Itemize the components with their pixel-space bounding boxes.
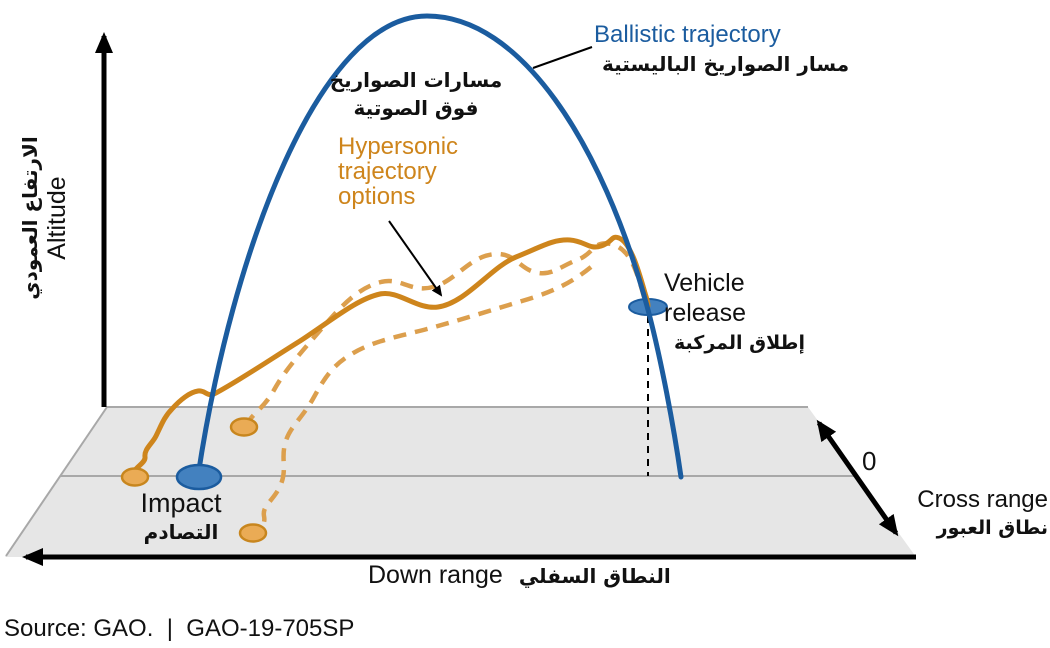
cross-range-axis-label: Cross range نطاق العبور xyxy=(886,486,1048,539)
cross-range-zero-tick: 0 xyxy=(862,446,877,476)
impact-label: Impact التصادم xyxy=(140,488,221,544)
hypersonic-english-line-1: Hypersonic xyxy=(338,133,459,160)
altitude-label-english: Altitude xyxy=(43,176,71,260)
ballistic-label-arabic: مسار الصواريخ الباليستية xyxy=(602,52,850,76)
hypersonic-label-arabic: مسارات الصواريخ فوق الصوتية xyxy=(328,66,504,122)
vehicle-release-label: Vehicle release إطلاق المركبة xyxy=(664,268,805,354)
ballistic-trajectory-arc xyxy=(195,13,684,480)
ballistic-label-english: Ballistic trajectory xyxy=(594,21,781,48)
ballistic-impact-marker xyxy=(175,463,223,491)
hypersonic-trajectory-label: Hypersonic trajectory options xyxy=(338,134,458,209)
vehicle-release-english-line-1: Vehicle xyxy=(664,269,745,297)
hypersonic-label-leader-arrow xyxy=(388,220,443,297)
hypersonic-impact-marker-upper xyxy=(229,417,259,437)
vehicle-release-arabic: إطلاق المركبة xyxy=(674,332,805,354)
down-range-label-english: Down range xyxy=(368,561,503,589)
impact-label-english: Impact xyxy=(140,488,222,518)
hypersonic-solid-trajectory xyxy=(131,234,651,479)
altitude-label-arabic: الارتفاع العمودي xyxy=(18,136,42,300)
hypersonic-arabic-line-1: مسارات الصواريخ xyxy=(329,68,503,92)
altitude-axis-label: الارتفاع العمودي Altitude xyxy=(17,136,71,300)
vehicle-release-english-line-2: release xyxy=(664,299,746,327)
hypersonic-english-line-3: options xyxy=(338,183,416,210)
cross-range-label-arabic: نطاق العبور xyxy=(936,517,1048,539)
hypersonic-impact-marker-left xyxy=(120,467,150,487)
hypersonic-english-line-2: trajectory xyxy=(338,158,437,185)
down-range-label-arabic: النطاق السفلي xyxy=(518,564,671,588)
cross-range-label-english: Cross range xyxy=(917,486,1048,513)
down-range-axis-label: Down range النطاق السفلي xyxy=(368,561,671,590)
source-attribution: Source: GAO. | GAO-19-705SP xyxy=(4,615,355,642)
impact-label-arabic: التصادم xyxy=(143,520,219,544)
ballistic-label-leader-line xyxy=(532,46,593,69)
hypersonic-arabic-line-2: فوق الصوتية xyxy=(353,96,479,120)
hypersonic-dashed-trajectory-lower xyxy=(253,265,593,533)
ground-plane-left-edge xyxy=(5,406,108,557)
ballistic-trajectory-label: Ballistic trajectory مسار الصواريخ البال… xyxy=(594,21,849,76)
hypersonic-impact-marker-lower xyxy=(238,523,268,543)
ground-plane xyxy=(5,407,916,557)
cross-range-axis-arrow xyxy=(816,419,899,537)
